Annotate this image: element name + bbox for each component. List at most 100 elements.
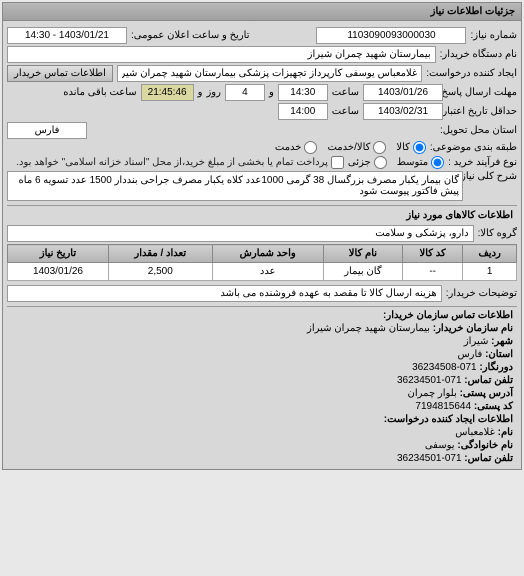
- treasury-note: پرداخت تمام یا بخشی از مبلغ خرید،از محل …: [16, 157, 328, 168]
- hour-label: ساعت: [332, 87, 359, 98]
- radio-small[interactable]: جزئی: [348, 156, 387, 169]
- family: یوسفی: [425, 440, 455, 451]
- check-treasury-input[interactable]: [331, 156, 344, 169]
- days-field[interactable]: [225, 84, 265, 101]
- col-unit: واحد شمارش: [212, 245, 323, 263]
- number-field[interactable]: [316, 27, 466, 44]
- radio-service-input[interactable]: [373, 141, 386, 154]
- address: بلوار چمران: [408, 388, 457, 399]
- cell-code: --: [403, 263, 463, 281]
- phone: 071-36234501: [397, 375, 462, 386]
- info-fax: دورنگار: 071-36234508: [7, 361, 517, 374]
- remain-label: ساعت باقی مانده: [63, 87, 136, 98]
- state: فارس: [457, 349, 482, 360]
- info-reqfamily: نام خانوادگی: یوسفی: [7, 439, 517, 452]
- info-reqphone: تلفن تماس: 071-36234501: [7, 452, 517, 465]
- radio-khadmat[interactable]: خدمت: [275, 141, 318, 154]
- radio-small-label: جزئی: [348, 157, 371, 168]
- radio-kala[interactable]: کالا: [396, 141, 426, 154]
- address-label: آدرس پستی:: [460, 388, 513, 399]
- name: غلامعباس: [455, 427, 495, 438]
- radio-service[interactable]: کالا/خدمت: [327, 141, 386, 154]
- row-process: نوع فرآیند خرید : متوسط جزئی پرداخت تمام…: [7, 156, 517, 169]
- name-label: نام:: [498, 427, 513, 438]
- buyer-notes-field[interactable]: [7, 285, 442, 302]
- group-field[interactable]: [7, 225, 474, 242]
- delivery-state-field[interactable]: [7, 122, 87, 139]
- row-deadline: مهلت ارسال پاسخ: تا تاریخ: ساعت و روز و …: [7, 84, 517, 101]
- row-buyer: نام دستگاه خریدار:: [7, 46, 517, 63]
- day-label: روز: [206, 87, 221, 98]
- row-delivery-state: استان محل تحویل:: [7, 122, 517, 139]
- and-label: و: [269, 87, 274, 98]
- deadline-date-field[interactable]: [363, 84, 443, 101]
- validity-label: حداقل تاریخ اعتبار پیشنهاد: تا تاریخ:: [447, 106, 517, 117]
- radio-small-input[interactable]: [374, 156, 387, 169]
- buyer-device-label: نام دستگاه خریدار:: [440, 49, 517, 60]
- check-treasury[interactable]: پرداخت تمام یا بخشی از مبلغ خرید،از محل …: [16, 156, 344, 169]
- group-label: گروه کالا:: [478, 228, 517, 239]
- info-city: شهر: شیراز: [7, 335, 517, 348]
- radio-khadmat-input[interactable]: [304, 141, 317, 154]
- row-classify: طبقه بندی موضوعی: کالا کالا/خدمت خدمت: [7, 141, 517, 154]
- radio-service-label: کالا/خدمت: [327, 142, 370, 153]
- classify-radio-group: کالا کالا/خدمت خدمت: [275, 141, 426, 154]
- col-code: کد کالا: [403, 245, 463, 263]
- org-name-label: نام سازمان خریدار:: [433, 323, 513, 334]
- validity-date-field[interactable]: [363, 103, 443, 120]
- validity-time-field[interactable]: [278, 103, 328, 120]
- info-address: آدرس پستی: بلوار چمران: [7, 387, 517, 400]
- phone-label: تلفن تماس:: [464, 375, 513, 386]
- requester-label: ایجاد کننده درخواست:: [426, 68, 517, 79]
- info-phone: تلفن تماس: 071-36234501: [7, 374, 517, 387]
- contact-info-button[interactable]: اطلاعات تماس خریدار: [7, 65, 113, 82]
- cell-unit: عدد: [212, 263, 323, 281]
- radio-khadmat-label: خدمت: [275, 142, 302, 153]
- city-label: شهر:: [491, 336, 513, 347]
- fax: 071-36234508: [412, 362, 477, 373]
- row-number: شماره نیاز: تاریخ و ساعت اعلان عمومی:: [7, 27, 517, 44]
- announce-label: تاریخ و ساعت اعلان عمومی:: [131, 30, 250, 41]
- deadline-label: مهلت ارسال پاسخ: تا تاریخ:: [447, 87, 517, 98]
- contact-header: اطلاعات تماس سازمان خریدار:: [383, 310, 513, 321]
- panel-body: شماره نیاز: تاریخ و ساعت اعلان عمومی: نا…: [3, 21, 521, 469]
- remain-time-box: 21:45:46: [141, 84, 194, 101]
- announce-field[interactable]: [7, 27, 127, 44]
- row-validity: حداقل تاریخ اعتبار پیشنهاد: تا تاریخ: سا…: [7, 103, 517, 120]
- cell-name: گان بیمار: [323, 263, 402, 281]
- sharh-label: شرح کلی نیاز:: [467, 171, 517, 182]
- fax-label: دورنگار:: [479, 362, 513, 373]
- info-org: نام سازمان خریدار: بیمارستان شهید چمران …: [7, 322, 517, 335]
- family-label: نام خانوادگی:: [457, 440, 513, 451]
- buyer-device-field[interactable]: [7, 46, 436, 63]
- panel-header: جزئیات اطلاعات نیاز: [3, 3, 521, 21]
- row-buyer-notes: توضیحات خریدار:: [7, 285, 517, 302]
- table-row[interactable]: 1 -- گان بیمار عدد 2,500 1403/01/26: [8, 263, 517, 281]
- cell-row: 1: [463, 263, 517, 281]
- deadline-time-field[interactable]: [278, 84, 328, 101]
- col-row: ردیف: [463, 245, 517, 263]
- city: شیراز: [464, 336, 489, 347]
- radio-avg-label: متوسط: [397, 157, 428, 168]
- postal-label: کد پستی:: [474, 401, 513, 412]
- classify-label: طبقه بندی موضوعی:: [430, 142, 517, 153]
- org-name: بیمارستان شهید چمران شیراز: [307, 323, 430, 334]
- req-header: اطلاعات ایجاد کننده درخواست:: [384, 414, 513, 425]
- radio-kala-input[interactable]: [413, 141, 426, 154]
- radio-avg-input[interactable]: [431, 156, 444, 169]
- goods-header: اطلاعات کالاهای مورد نیاز: [7, 205, 517, 223]
- goods-table: ردیف کد کالا نام کالا واحد شمارش تعداد /…: [7, 244, 517, 281]
- process-label: نوع فرآیند خرید :: [448, 157, 517, 168]
- sharh-textarea[interactable]: [7, 171, 463, 201]
- requester-field[interactable]: [117, 65, 422, 82]
- col-date: تاریخ نیاز: [8, 245, 109, 263]
- table-header-row: ردیف کد کالا نام کالا واحد شمارش تعداد /…: [8, 245, 517, 263]
- state-label: استان:: [485, 349, 513, 360]
- col-qty: تعداد / مقدار: [108, 245, 212, 263]
- radio-kala-label: کالا: [396, 142, 410, 153]
- buyer-notes-label: توضیحات خریدار:: [446, 288, 517, 299]
- process-radio-group: متوسط جزئی: [348, 156, 444, 169]
- row-goods-group: گروه کالا:: [7, 225, 517, 242]
- radio-avg[interactable]: متوسط: [397, 156, 444, 169]
- and2-label: و: [198, 87, 203, 98]
